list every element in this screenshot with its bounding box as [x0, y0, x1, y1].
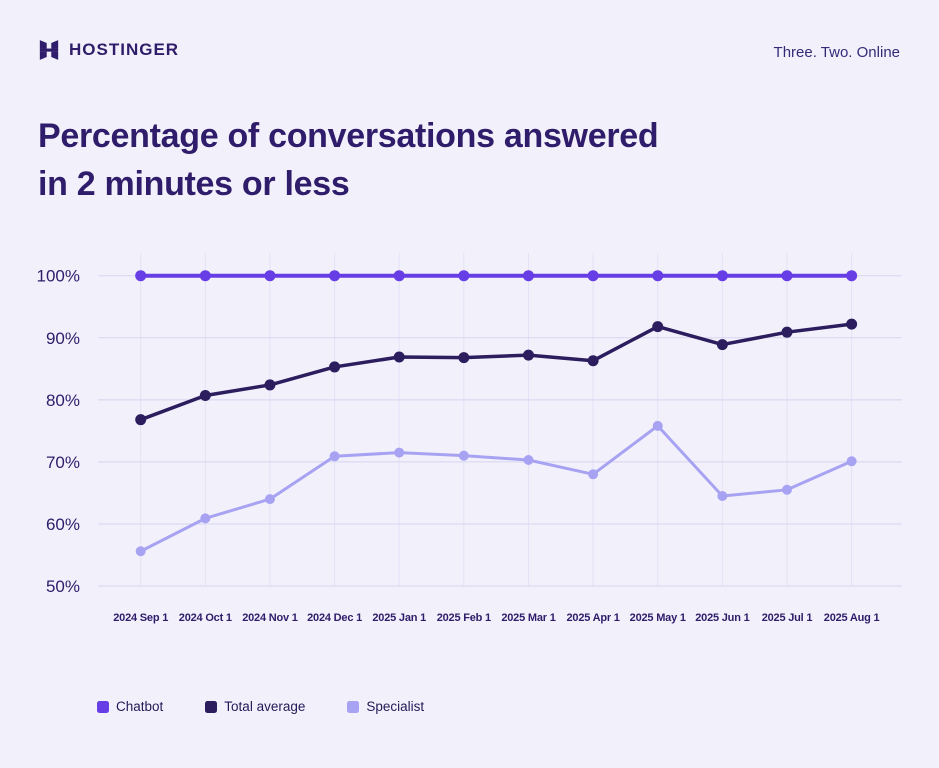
data-point-chatbot[interactable]: [652, 270, 664, 282]
legend-label-chatbot: Chatbot: [116, 699, 164, 714]
data-point-total_average[interactable]: [199, 389, 211, 401]
data-point-chatbot[interactable]: [264, 270, 276, 282]
data-point-total_average[interactable]: [135, 414, 147, 426]
data-point-total_average[interactable]: [458, 352, 470, 364]
x-axis-tick-label: 2025 Aug 1: [824, 612, 880, 624]
y-axis-tick-label: 80%: [46, 391, 80, 410]
legend-label-total-average: Total average: [224, 699, 306, 714]
data-point-total_average[interactable]: [846, 318, 858, 330]
data-point-specialist[interactable]: [717, 491, 728, 502]
data-point-total_average[interactable]: [781, 326, 793, 338]
data-point-specialist[interactable]: [329, 451, 340, 462]
data-point-chatbot[interactable]: [393, 270, 405, 282]
y-axis-tick-label: 100%: [37, 267, 80, 286]
x-axis-tick-label: 2025 Apr 1: [566, 612, 619, 624]
data-point-total_average[interactable]: [393, 351, 405, 363]
x-axis-tick-label: 2025 Jul 1: [762, 612, 813, 624]
header: HOSTINGER: [38, 39, 179, 61]
data-point-total_average[interactable]: [329, 361, 341, 373]
data-point-chatbot[interactable]: [199, 270, 211, 282]
x-axis-tick-label: 2024 Nov 1: [242, 612, 298, 624]
data-point-specialist[interactable]: [394, 447, 405, 458]
legend-item-total-average[interactable]: Total average: [205, 700, 305, 714]
data-point-chatbot[interactable]: [781, 270, 793, 282]
y-axis-tick-label: 60%: [46, 515, 80, 534]
page-title-line2: in 2 minutes or less: [38, 165, 350, 203]
legend-swatch-total-average: [205, 701, 218, 713]
data-point-chatbot[interactable]: [458, 270, 470, 282]
data-point-total_average[interactable]: [264, 379, 276, 391]
brand-wordmark: HOSTINGER: [69, 40, 180, 59]
legend-label-specialist: Specialist: [366, 699, 425, 714]
data-point-total_average[interactable]: [587, 355, 599, 367]
x-axis-tick-label: 2025 Jan 1: [372, 612, 426, 624]
x-axis-tick-label: 2025 Jun 1: [695, 612, 749, 624]
hostinger-logo-icon: [39, 40, 59, 60]
x-axis-tick-label: 2025 May 1: [630, 612, 686, 624]
data-point-chatbot[interactable]: [135, 270, 147, 282]
data-point-total_average[interactable]: [652, 321, 664, 333]
data-point-specialist[interactable]: [264, 494, 275, 505]
y-axis-tick-label: 50%: [46, 577, 80, 596]
data-point-specialist[interactable]: [135, 546, 146, 557]
data-point-specialist[interactable]: [846, 456, 857, 467]
brand-tagline: Three. Two. Online: [773, 44, 900, 61]
data-point-total_average[interactable]: [522, 349, 534, 361]
legend-swatch-specialist: [347, 701, 360, 713]
data-point-specialist[interactable]: [588, 469, 599, 480]
data-point-chatbot[interactable]: [329, 270, 341, 282]
series-line-specialist: [139, 424, 854, 553]
chart-legend: Chatbot Total average Specialist: [97, 700, 424, 714]
x-axis-tick-label: 2025 Feb 1: [437, 612, 491, 624]
data-point-specialist[interactable]: [652, 420, 663, 431]
series-line-total_average: [138, 322, 854, 422]
y-axis-tick-label: 90%: [46, 329, 80, 348]
x-axis-tick-label: 2024 Sep 1: [113, 612, 168, 624]
data-point-specialist[interactable]: [458, 450, 469, 461]
page-title-line1: Percentage of conversations answered: [38, 117, 659, 155]
x-axis-tick-label: 2024 Dec 1: [307, 612, 362, 624]
data-point-chatbot[interactable]: [846, 270, 858, 282]
data-point-total_average[interactable]: [716, 339, 728, 351]
data-point-specialist[interactable]: [523, 455, 534, 466]
legend-swatch-chatbot: [97, 701, 109, 713]
data-point-chatbot[interactable]: [522, 270, 534, 282]
legend-item-chatbot[interactable]: Chatbot: [97, 700, 163, 714]
page-title: Percentage of conversations answered in …: [38, 112, 659, 208]
legend-item-specialist[interactable]: Specialist: [347, 700, 424, 714]
x-axis-tick-label: 2025 Mar 1: [501, 612, 555, 624]
data-point-specialist[interactable]: [200, 513, 211, 524]
data-point-chatbot[interactable]: [716, 270, 728, 282]
data-point-specialist[interactable]: [782, 484, 792, 495]
x-axis-tick-label: 2024 Oct 1: [179, 612, 232, 624]
y-axis-tick-label: 70%: [46, 453, 80, 472]
data-point-chatbot[interactable]: [587, 270, 599, 282]
